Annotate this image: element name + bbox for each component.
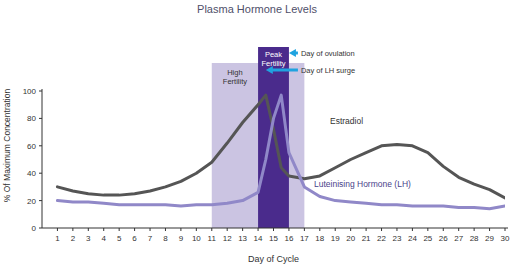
x-tick (134, 228, 135, 231)
x-tick-label: 4 (102, 234, 107, 243)
y-tick-label: 20 (27, 197, 36, 206)
axes: 0204060801001234567891011121314151617181… (2, 87, 510, 264)
x-tick (396, 228, 397, 231)
x-tick-label: 24 (408, 234, 417, 243)
x-tick (103, 228, 104, 231)
x-tick-label: 23 (393, 234, 402, 243)
x-tick (304, 228, 305, 231)
x-tick-label: 11 (208, 234, 217, 243)
y-tick (39, 173, 42, 174)
x-tick (319, 228, 320, 231)
x-tick-label: 15 (269, 234, 278, 243)
x-axis (42, 228, 508, 229)
series-line (57, 95, 505, 209)
band-label-line: High (227, 68, 242, 77)
x-tick-label: 18 (315, 234, 324, 243)
y-tick-label: 100 (23, 87, 37, 96)
y-tick-label: 60 (27, 142, 36, 151)
band-label: HighFertility (223, 68, 247, 86)
x-tick (412, 228, 413, 231)
x-tick-label: 1 (55, 234, 60, 243)
series-label: Luteinising Hormone (LH) (314, 179, 411, 189)
x-tick-label: 19 (331, 234, 340, 243)
y-tick (39, 145, 42, 146)
annotation-text: Day of LH surge (301, 66, 355, 75)
series-label: Estradiol (330, 116, 363, 126)
series-labels: Estradiol Luteinising Hormone (LH) (314, 116, 411, 189)
y-axis (42, 89, 43, 228)
x-tick (211, 228, 212, 231)
x-tick-label: 8 (163, 234, 168, 243)
x-tick (72, 228, 73, 231)
fertility-band (258, 47, 289, 228)
x-tick (458, 228, 459, 231)
x-tick (119, 228, 120, 231)
x-tick (88, 228, 89, 231)
x-tick-label: 25 (423, 234, 432, 243)
annotations: Day of ovulation Day of LH surge (266, 49, 355, 75)
x-tick (474, 228, 475, 231)
band-label-line: Fertility (223, 77, 247, 86)
x-tick-label: 7 (148, 234, 153, 243)
x-tick (165, 228, 166, 231)
series-lines (57, 95, 505, 209)
chart: Plasma Hormone LevelsHighFertilityPeakFe… (0, 0, 514, 267)
x-tick (258, 228, 259, 231)
x-tick (335, 228, 336, 231)
annotation-arrowhead (289, 49, 296, 57)
x-tick-label: 26 (439, 234, 448, 243)
x-tick-label: 2 (71, 234, 76, 243)
regions: HighFertilityPeakFertility (212, 47, 305, 228)
annotation-arrow (271, 69, 298, 72)
x-tick (505, 228, 506, 231)
x-tick (366, 228, 367, 231)
title: Plasma Hormone Levels (197, 3, 317, 15)
x-tick-label: 9 (179, 234, 184, 243)
x-tick-label: 3 (86, 234, 91, 243)
band-label-line: Fertility (261, 59, 285, 68)
x-tick-label: 16 (284, 234, 293, 243)
series-line (57, 95, 505, 198)
band-label-line: Peak (265, 50, 282, 59)
x-tick (150, 228, 151, 231)
y-tick-label: 40 (27, 169, 36, 178)
x-tick-label: 28 (470, 234, 479, 243)
x-tick-label: 14 (254, 234, 263, 243)
x-tick (288, 228, 289, 231)
annotation-arrowhead (266, 66, 273, 74)
x-tick-label: 29 (485, 234, 494, 243)
x-tick-label: 21 (362, 234, 371, 243)
x-tick (242, 228, 243, 231)
x-tick (489, 228, 490, 231)
y-tick-label: 80 (27, 114, 36, 123)
x-tick (227, 228, 228, 231)
x-tick (443, 228, 444, 231)
y-tick (39, 118, 42, 119)
x-axis-label: Day of Cycle (248, 254, 299, 264)
x-tick (381, 228, 382, 231)
x-tick-label: 6 (132, 234, 137, 243)
x-tick-label: 5 (117, 234, 122, 243)
band-label: PeakFertility (261, 50, 285, 68)
x-tick-label: 27 (454, 234, 463, 243)
x-tick (196, 228, 197, 231)
x-tick (427, 228, 428, 231)
annotation-text: Day of ovulation (301, 49, 355, 58)
x-tick-label: 20 (346, 234, 355, 243)
x-tick-label: 17 (300, 234, 309, 243)
x-tick-label: 12 (223, 234, 232, 243)
y-tick (39, 200, 42, 201)
x-tick (350, 228, 351, 231)
x-tick-label: 13 (238, 234, 247, 243)
x-tick-label: 10 (192, 234, 201, 243)
x-tick (273, 228, 274, 231)
y-tick (39, 91, 42, 92)
x-tick (57, 228, 58, 231)
y-tick (39, 228, 42, 229)
x-tick (180, 228, 181, 231)
x-tick-label: 22 (377, 234, 386, 243)
x-tick-label: 30 (501, 234, 510, 243)
y-axis-label: % Of Maximum Concentration (2, 89, 12, 203)
y-tick-label: 0 (32, 224, 37, 233)
